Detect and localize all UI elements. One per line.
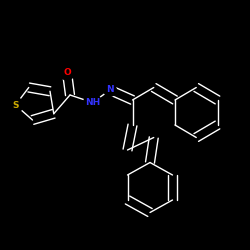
Text: S: S xyxy=(12,100,19,110)
Circle shape xyxy=(84,94,101,111)
Circle shape xyxy=(8,98,23,112)
Text: O: O xyxy=(63,68,71,77)
Text: NH: NH xyxy=(85,98,100,107)
Circle shape xyxy=(104,84,116,96)
Text: N: N xyxy=(106,86,114,94)
Circle shape xyxy=(60,65,74,80)
